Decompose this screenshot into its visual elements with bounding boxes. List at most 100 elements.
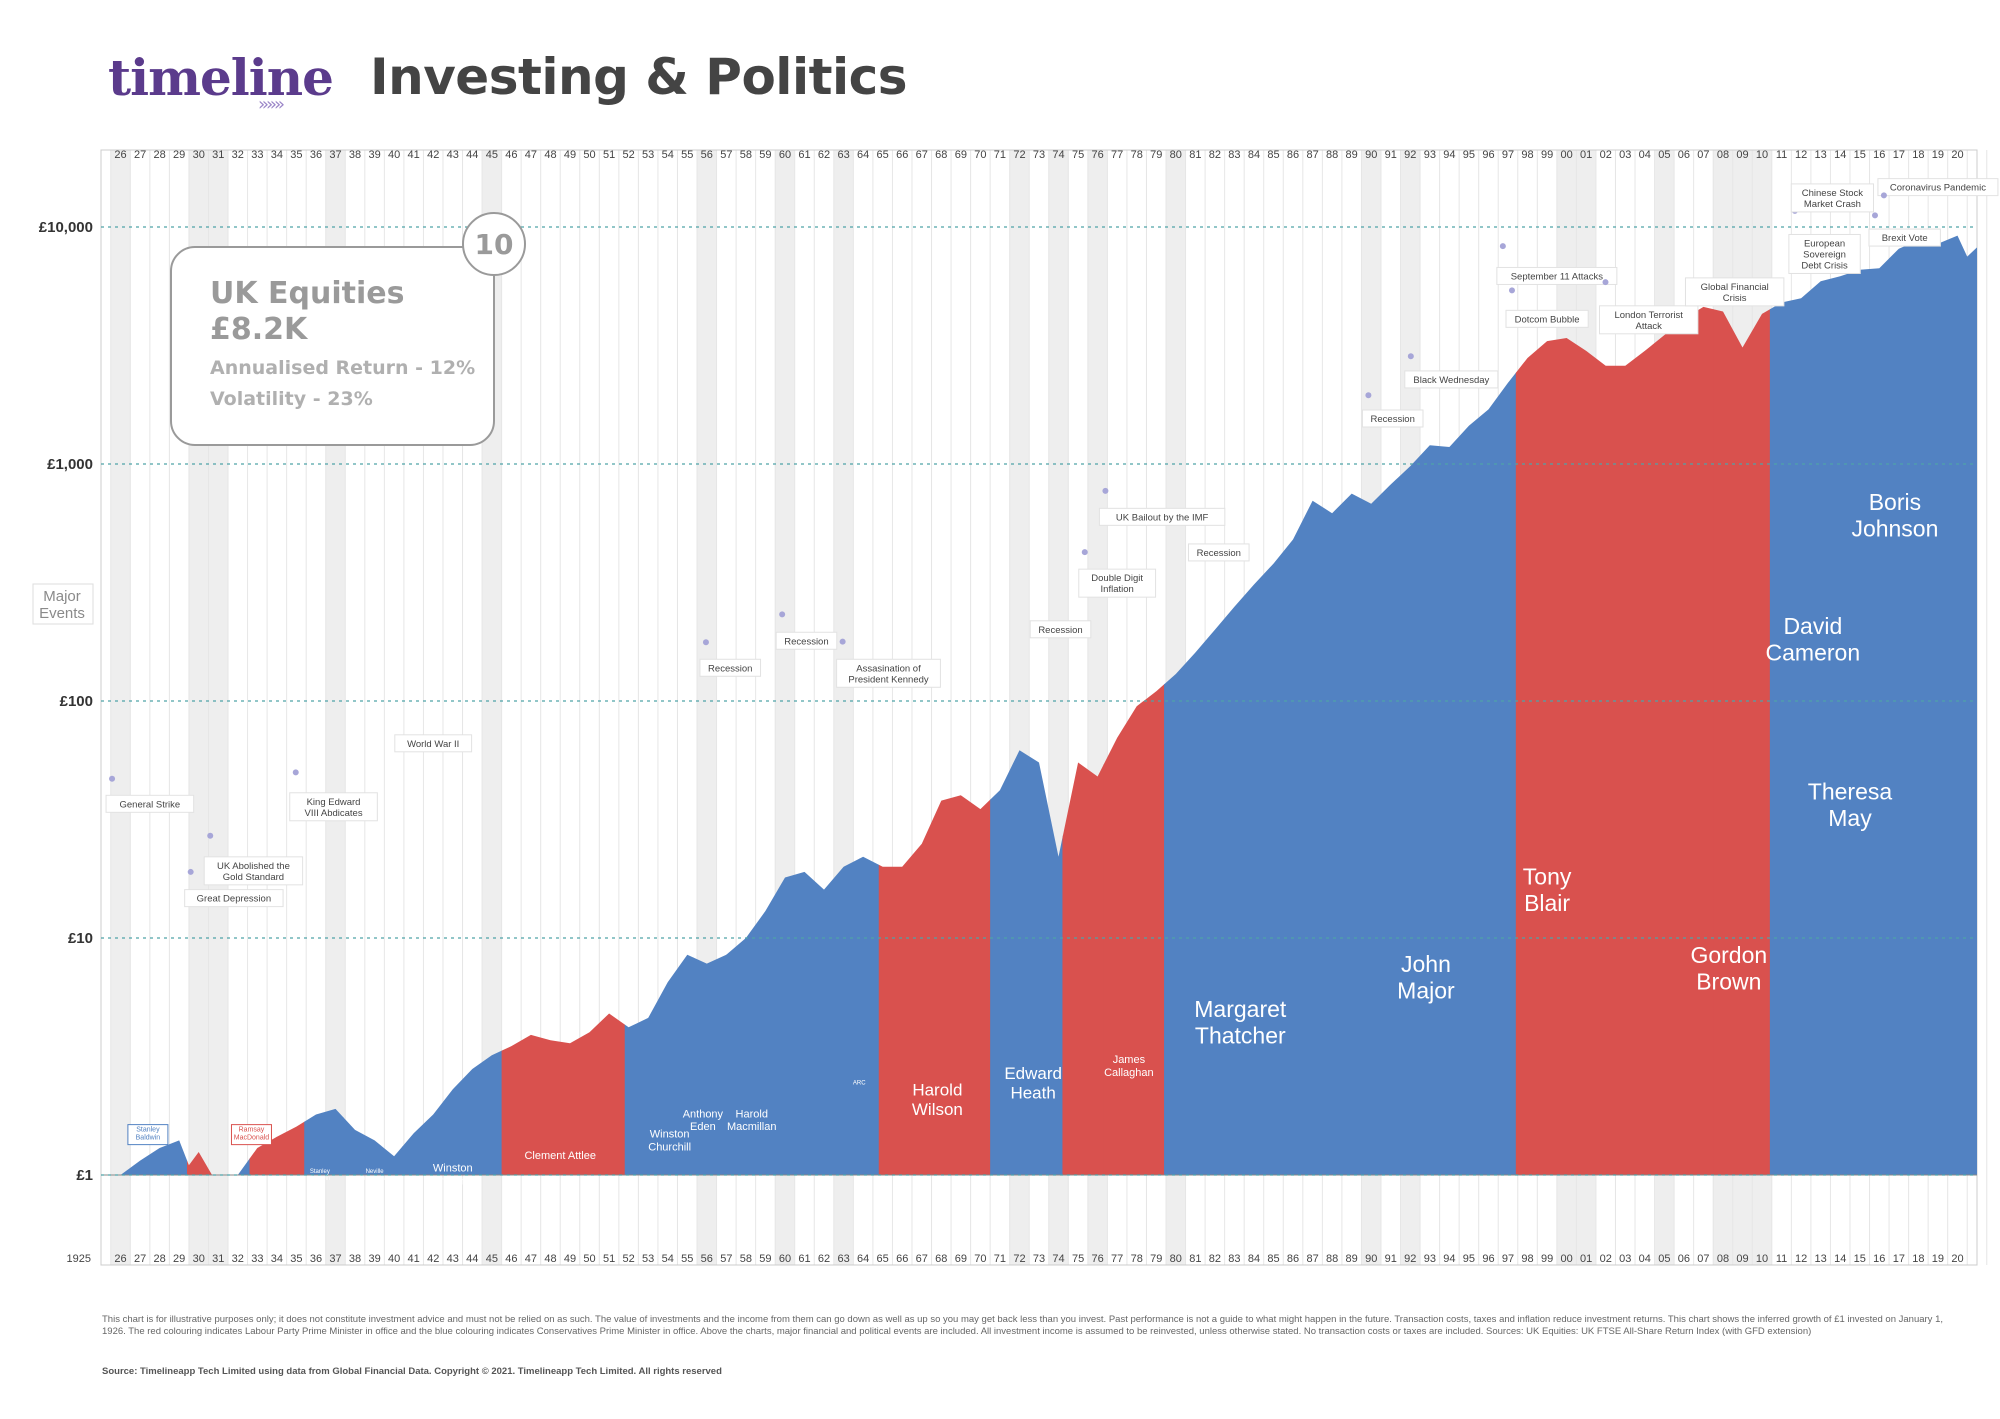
pm-label: Gordon	[1690, 942, 1767, 968]
year-label-bottom: 37	[329, 1253, 341, 1265]
event-dot	[779, 611, 786, 618]
year-label-bottom: 11	[1776, 1253, 1787, 1265]
year-label-top: 51	[603, 149, 615, 161]
year-label-bottom: 65	[877, 1253, 889, 1265]
government-span	[501, 235, 626, 1175]
info-title: UK Equities	[210, 276, 405, 311]
event-box	[184, 889, 284, 908]
major-events-label: Events	[39, 605, 85, 622]
year-label-top: 84	[1248, 149, 1260, 161]
year-label-bottom: 70	[974, 1253, 986, 1265]
year-label-bottom: 88	[1326, 1253, 1338, 1265]
year-label-top: 43	[447, 149, 459, 161]
event-dot	[1499, 243, 1506, 250]
year-label-top: 10	[1756, 149, 1768, 161]
year-label-top: 06	[1678, 149, 1690, 161]
y-tick-label: £1,000	[47, 456, 93, 473]
year-label-top: 73	[1033, 149, 1045, 161]
event-label: Recession	[1197, 548, 1241, 559]
event-dot	[109, 775, 116, 782]
pm-label-box	[230, 1124, 272, 1146]
year-label-top: 85	[1267, 149, 1279, 161]
pm-label: Edward	[1004, 1064, 1062, 1083]
year-label-top: 96	[1482, 149, 1494, 161]
pm-label: Eden	[690, 1121, 716, 1133]
year-label-top: 44	[466, 149, 478, 161]
year-label-bottom: 54	[662, 1253, 674, 1265]
pm-label: Churchill	[648, 1141, 691, 1153]
pm-label: David	[1783, 613, 1842, 639]
year-label-bottom: 75	[1072, 1253, 1084, 1265]
major-events-label: Major	[43, 588, 81, 605]
year-label-bottom: 03	[1619, 1253, 1631, 1265]
government-span	[624, 235, 694, 1175]
year-label-bottom: 96	[1482, 1253, 1494, 1265]
pm-label: Chamberlain	[358, 1176, 392, 1182]
event-label: Coronavirus Pandemic	[1890, 183, 1986, 194]
y-tick-label: £10,000	[39, 219, 93, 236]
year-label-top: 11	[1776, 149, 1787, 161]
year-label-bottom: 60	[779, 1253, 791, 1265]
year-label-top: 28	[154, 149, 166, 161]
year-label-bottom: 59	[759, 1253, 771, 1265]
event-label: Black Wednesday	[1413, 375, 1489, 386]
event-label: Assasination of	[856, 663, 921, 674]
event-box	[1877, 178, 1999, 197]
year-label-bottom: 04	[1639, 1253, 1651, 1265]
event-dot	[1102, 487, 1109, 494]
event-box	[1404, 370, 1499, 389]
year-label-top: 07	[1697, 149, 1709, 161]
event-box	[1496, 266, 1618, 285]
pm-label: Major	[1397, 977, 1455, 1003]
year-label-top: 40	[388, 149, 400, 161]
year-label-bottom: 45	[486, 1253, 498, 1265]
year-label-bottom: 66	[896, 1253, 908, 1265]
year-label-top: 47	[525, 149, 537, 161]
event-box	[836, 658, 941, 688]
event-dot	[1602, 279, 1609, 286]
year-label-bottom: 36	[310, 1253, 322, 1265]
year-label-top: 80	[1170, 149, 1182, 161]
year-label-top: 88	[1326, 149, 1338, 161]
year-label-bottom: 05	[1658, 1253, 1670, 1265]
pm-label: James	[1113, 1054, 1146, 1066]
pm-label: Cameron	[1766, 639, 1861, 665]
page-title: Investing & Politics	[370, 48, 908, 106]
government-span	[1769, 235, 1890, 1175]
year-label-top: 33	[251, 149, 263, 161]
year-label-top: 02	[1600, 149, 1612, 161]
year-label-top: 98	[1521, 149, 1533, 161]
event-label: Brexit Vote	[1882, 233, 1928, 244]
event-label: Global Financial	[1701, 282, 1769, 293]
major-events-box	[32, 583, 94, 625]
year-label-top: 20	[1951, 149, 1963, 161]
year-label-top: 79	[1150, 149, 1162, 161]
pm-label: May	[1828, 805, 1872, 831]
year-label-top: 35	[290, 149, 302, 161]
event-box	[1790, 183, 1874, 213]
year-label-bottom: 49	[564, 1253, 576, 1265]
year-label-bottom: 17	[1893, 1253, 1905, 1265]
year-label-top: 76	[1092, 149, 1104, 161]
event-dot	[1407, 353, 1414, 360]
event-label: European	[1804, 238, 1845, 249]
year-label-bottom: 35	[290, 1253, 302, 1265]
year-label-bottom: 68	[935, 1253, 947, 1265]
year-label-top: 97	[1502, 149, 1514, 161]
year-label-bottom: 80	[1170, 1253, 1182, 1265]
year-label-bottom: 52	[623, 1253, 635, 1265]
event-label: Recession	[1371, 414, 1415, 425]
year-label-top: 53	[642, 149, 654, 161]
year-label-top: 27	[134, 149, 146, 161]
year-label-bottom: 09	[1736, 1253, 1748, 1265]
year-label-top: 31	[212, 149, 224, 161]
year-label-bottom: 16	[1873, 1253, 1885, 1265]
pm-label: Theresa	[1808, 779, 1893, 805]
event-label: Dotcom Bubble	[1515, 314, 1580, 325]
year-label-bottom: 93	[1424, 1253, 1436, 1265]
year-label-top: 67	[916, 149, 928, 161]
year-label-top: 04	[1639, 149, 1651, 161]
year-label-bottom: 76	[1092, 1253, 1104, 1265]
event-label: Inflation	[1101, 584, 1134, 595]
year-label-bottom: 64	[857, 1253, 869, 1265]
